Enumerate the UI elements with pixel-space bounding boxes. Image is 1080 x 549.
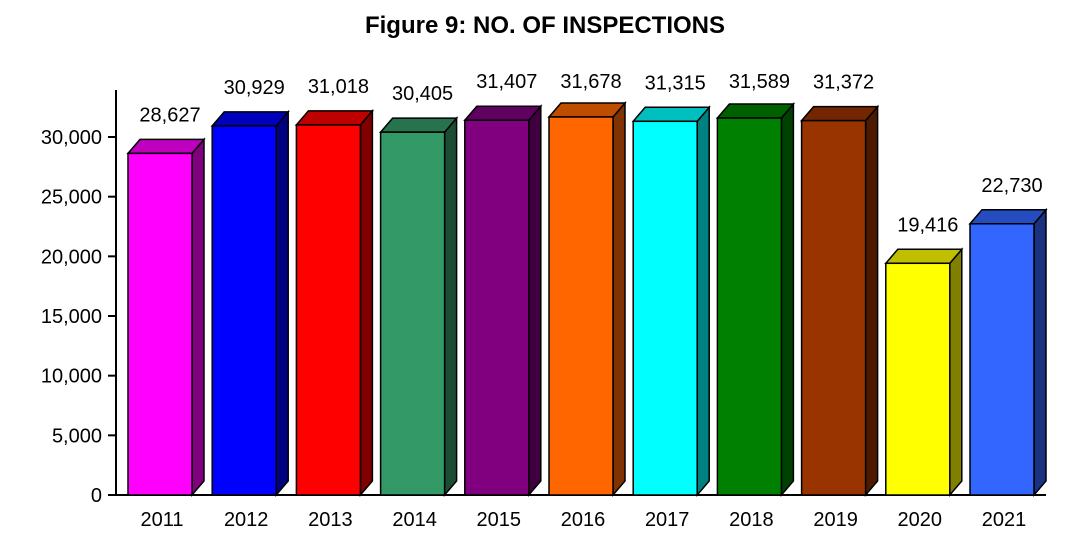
bar-front-face [211,125,277,496]
data-label: 30,929 [224,77,285,99]
bar-front-face [295,124,362,496]
y-tick-label: 5,000 [52,425,102,447]
bar-top-face [968,209,1048,225]
x-tick-label: 2017 [645,509,690,531]
bar-2011 [126,137,206,498]
bar-top-face [294,110,375,126]
bar-front-face [716,117,783,496]
data-label: 31,018 [308,76,369,98]
y-tick-label: 20,000 [41,246,102,268]
data-label: 30,405 [392,83,453,105]
bar-top-face [463,105,543,121]
bar-top-face [547,102,627,118]
bar-2017 [631,105,711,498]
y-tick-label: 10,000 [41,366,102,388]
bar-side-face [949,247,963,498]
data-label: 22,730 [981,175,1042,197]
bars-layer [126,100,1048,498]
bar-side-face [528,104,542,498]
bar-front-face [885,262,951,496]
x-tick-label: 2021 [982,509,1027,531]
bar-2020 [884,247,964,498]
x-tick-label: 2018 [729,509,774,531]
x-tick-label: 2011 [140,509,183,531]
bar-front-face [127,152,193,496]
bar-top-face [884,248,964,265]
x-tick-label: 2019 [813,509,858,531]
bar-2014 [378,116,459,498]
bar-2015 [463,104,543,498]
bar-2013 [294,108,375,498]
bar-2012 [210,109,290,498]
bar-side-face [443,116,458,498]
bar-side-face [696,105,710,498]
bar-top-face [799,105,880,122]
bar-side-face [275,109,289,498]
bar-top-face [715,103,796,119]
data-label: 31,589 [729,71,790,93]
bar-2021 [968,207,1048,498]
x-tick-label: 2014 [392,509,437,531]
bar-front-face [969,223,1035,496]
y-tick-label: 15,000 [41,306,102,328]
bar-front-face [800,119,867,496]
data-label: 28,627 [139,104,200,126]
data-label: 19,416 [897,214,958,236]
bar-side-face [864,104,879,498]
data-label: 31,315 [645,72,706,94]
bar-2018 [715,102,796,498]
bar-top-face [631,106,711,123]
data-label: 31,407 [476,71,537,93]
bar-top-face [210,111,290,127]
data-label: 31,372 [813,72,874,94]
x-tick-label: 2020 [898,509,943,531]
y-tick-label: 30,000 [41,127,102,149]
bar-2019 [799,104,880,498]
data-label: 31,678 [560,71,621,93]
bar-front-face [379,131,446,496]
x-tick-label: 2012 [224,509,269,531]
x-tick-label: 2015 [477,509,522,531]
bar-side-face [780,102,795,498]
x-tick-label: 2016 [561,509,606,531]
bar-front-face [632,120,698,496]
bar-front-face [464,119,530,496]
x-tick-label: 2013 [308,509,353,531]
bar-top-face [126,138,206,155]
bar-side-face [359,108,374,498]
chart-title: Figure 9: NO. OF INSPECTIONS [364,12,726,39]
y-tick-label: 0 [91,485,102,507]
bar-front-face [548,116,614,496]
labels-layer: 2011 28,627 2012 30,929 2013 31,018 2014 30,405… [139,71,1042,531]
bar-2016 [547,100,627,498]
bar-side-face [191,137,205,498]
bar-side-face [1033,207,1047,498]
y-tick-label: 25,000 [41,187,102,209]
bar-side-face [612,100,626,498]
bar-top-face [378,117,459,133]
